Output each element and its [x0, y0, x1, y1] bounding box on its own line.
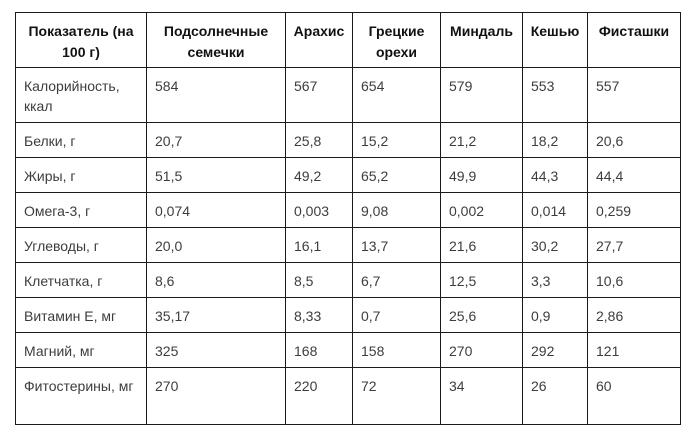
table-cell: 9,08 [352, 192, 441, 228]
header-cell-pistachios: Фисташки [587, 12, 681, 68]
table-cell: 21,2 [440, 122, 523, 158]
table-row-omega3: Омега-3, г 0,074 0,003 9,08 0,002 0,014 … [15, 192, 681, 228]
table-cell: 49,2 [285, 157, 353, 193]
row-label: Витамин Е, мг [15, 297, 147, 333]
table-cell: 292 [522, 332, 588, 368]
header-cell-walnuts: Грецкие орехи [352, 12, 441, 68]
table-row-protein: Белки, г 20,7 25,8 15,2 21,2 18,2 20,6 [15, 122, 681, 158]
table-cell: 25,8 [285, 122, 353, 158]
table-cell: 8,6 [146, 262, 286, 298]
table-cell: 12,5 [440, 262, 523, 298]
table-row-calories: Калорийность, ккал 584 567 654 579 553 5… [15, 67, 681, 123]
table-cell: 26 [522, 367, 588, 425]
table-cell: 34 [440, 367, 523, 425]
header-cell-almonds: Миндаль [440, 12, 523, 68]
table-cell: 15,2 [352, 122, 441, 158]
table-cell: 30,2 [522, 227, 588, 263]
table-cell: 0,014 [522, 192, 588, 228]
row-label: Фитостерины, мг [15, 367, 147, 425]
table-cell: 20,0 [146, 227, 286, 263]
table-cell: 10,6 [587, 262, 681, 298]
table-cell: 44,3 [522, 157, 588, 193]
table-cell: 0,7 [352, 297, 441, 333]
table-cell: 44,4 [587, 157, 681, 193]
table-cell: 0,002 [440, 192, 523, 228]
table-cell: 8,33 [285, 297, 353, 333]
table-cell: 60 [587, 367, 681, 425]
table-cell: 325 [146, 332, 286, 368]
header-cell-peanuts: Арахис [285, 12, 353, 68]
table-cell: 168 [285, 332, 353, 368]
table-cell: 584 [146, 67, 286, 123]
table-cell: 13,7 [352, 227, 441, 263]
table-cell: 6,7 [352, 262, 441, 298]
table-row-magnesium: Магний, мг 325 168 158 270 292 121 [15, 332, 681, 368]
row-label: Калорийность, ккал [15, 67, 147, 123]
table-cell: 72 [352, 367, 441, 425]
table-cell: 553 [522, 67, 588, 123]
table-cell: 557 [587, 67, 681, 123]
table-cell: 21,6 [440, 227, 523, 263]
header-cell-indicator: Показатель (на 100 г) [15, 12, 147, 68]
row-label: Омега-3, г [15, 192, 147, 228]
nutrition-table: Показатель (на 100 г) Подсолнечные семеч… [15, 12, 681, 425]
table-cell: 49,9 [440, 157, 523, 193]
table-cell: 220 [285, 367, 353, 425]
table-cell: 16,1 [285, 227, 353, 263]
row-label: Магний, мг [15, 332, 147, 368]
table-cell: 0,259 [587, 192, 681, 228]
table-cell: 3,3 [522, 262, 588, 298]
table-row-fiber: Клетчатка, г 8,6 8,5 6,7 12,5 3,3 10,6 [15, 262, 681, 298]
table-cell: 654 [352, 67, 441, 123]
table-cell: 0,9 [522, 297, 588, 333]
row-label: Углеводы, г [15, 227, 147, 263]
table-cell: 51,5 [146, 157, 286, 193]
table-cell: 27,7 [587, 227, 681, 263]
table-row-fats: Жиры, г 51,5 49,2 65,2 49,9 44,3 44,4 [15, 157, 681, 193]
table-cell: 270 [440, 332, 523, 368]
header-cell-sunflower-seeds: Подсолнечные семечки [146, 12, 286, 68]
row-label: Клетчатка, г [15, 262, 147, 298]
table-cell: 270 [146, 367, 286, 425]
table-cell: 121 [587, 332, 681, 368]
table-cell: 567 [285, 67, 353, 123]
table-cell: 0,003 [285, 192, 353, 228]
table-cell: 0,074 [146, 192, 286, 228]
header-cell-cashews: Кешью [522, 12, 588, 68]
table-cell: 35,17 [146, 297, 286, 333]
table-cell: 2,86 [587, 297, 681, 333]
table-cell: 579 [440, 67, 523, 123]
table-cell: 158 [352, 332, 441, 368]
table-cell: 25,6 [440, 297, 523, 333]
row-label: Жиры, г [15, 157, 147, 193]
table-cell: 18,2 [522, 122, 588, 158]
row-label: Белки, г [15, 122, 147, 158]
table-row-phytosterols: Фитостерины, мг 270 220 72 34 26 60 [15, 367, 681, 425]
table-row-vitamin-e: Витамин Е, мг 35,17 8,33 0,7 25,6 0,9 2,… [15, 297, 681, 333]
table-cell: 20,7 [146, 122, 286, 158]
table-cell: 65,2 [352, 157, 441, 193]
table-header-row: Показатель (на 100 г) Подсолнечные семеч… [15, 12, 681, 68]
table-row-carbs: Углеводы, г 20,0 16,1 13,7 21,6 30,2 27,… [15, 227, 681, 263]
table-cell: 8,5 [285, 262, 353, 298]
table-cell: 20,6 [587, 122, 681, 158]
